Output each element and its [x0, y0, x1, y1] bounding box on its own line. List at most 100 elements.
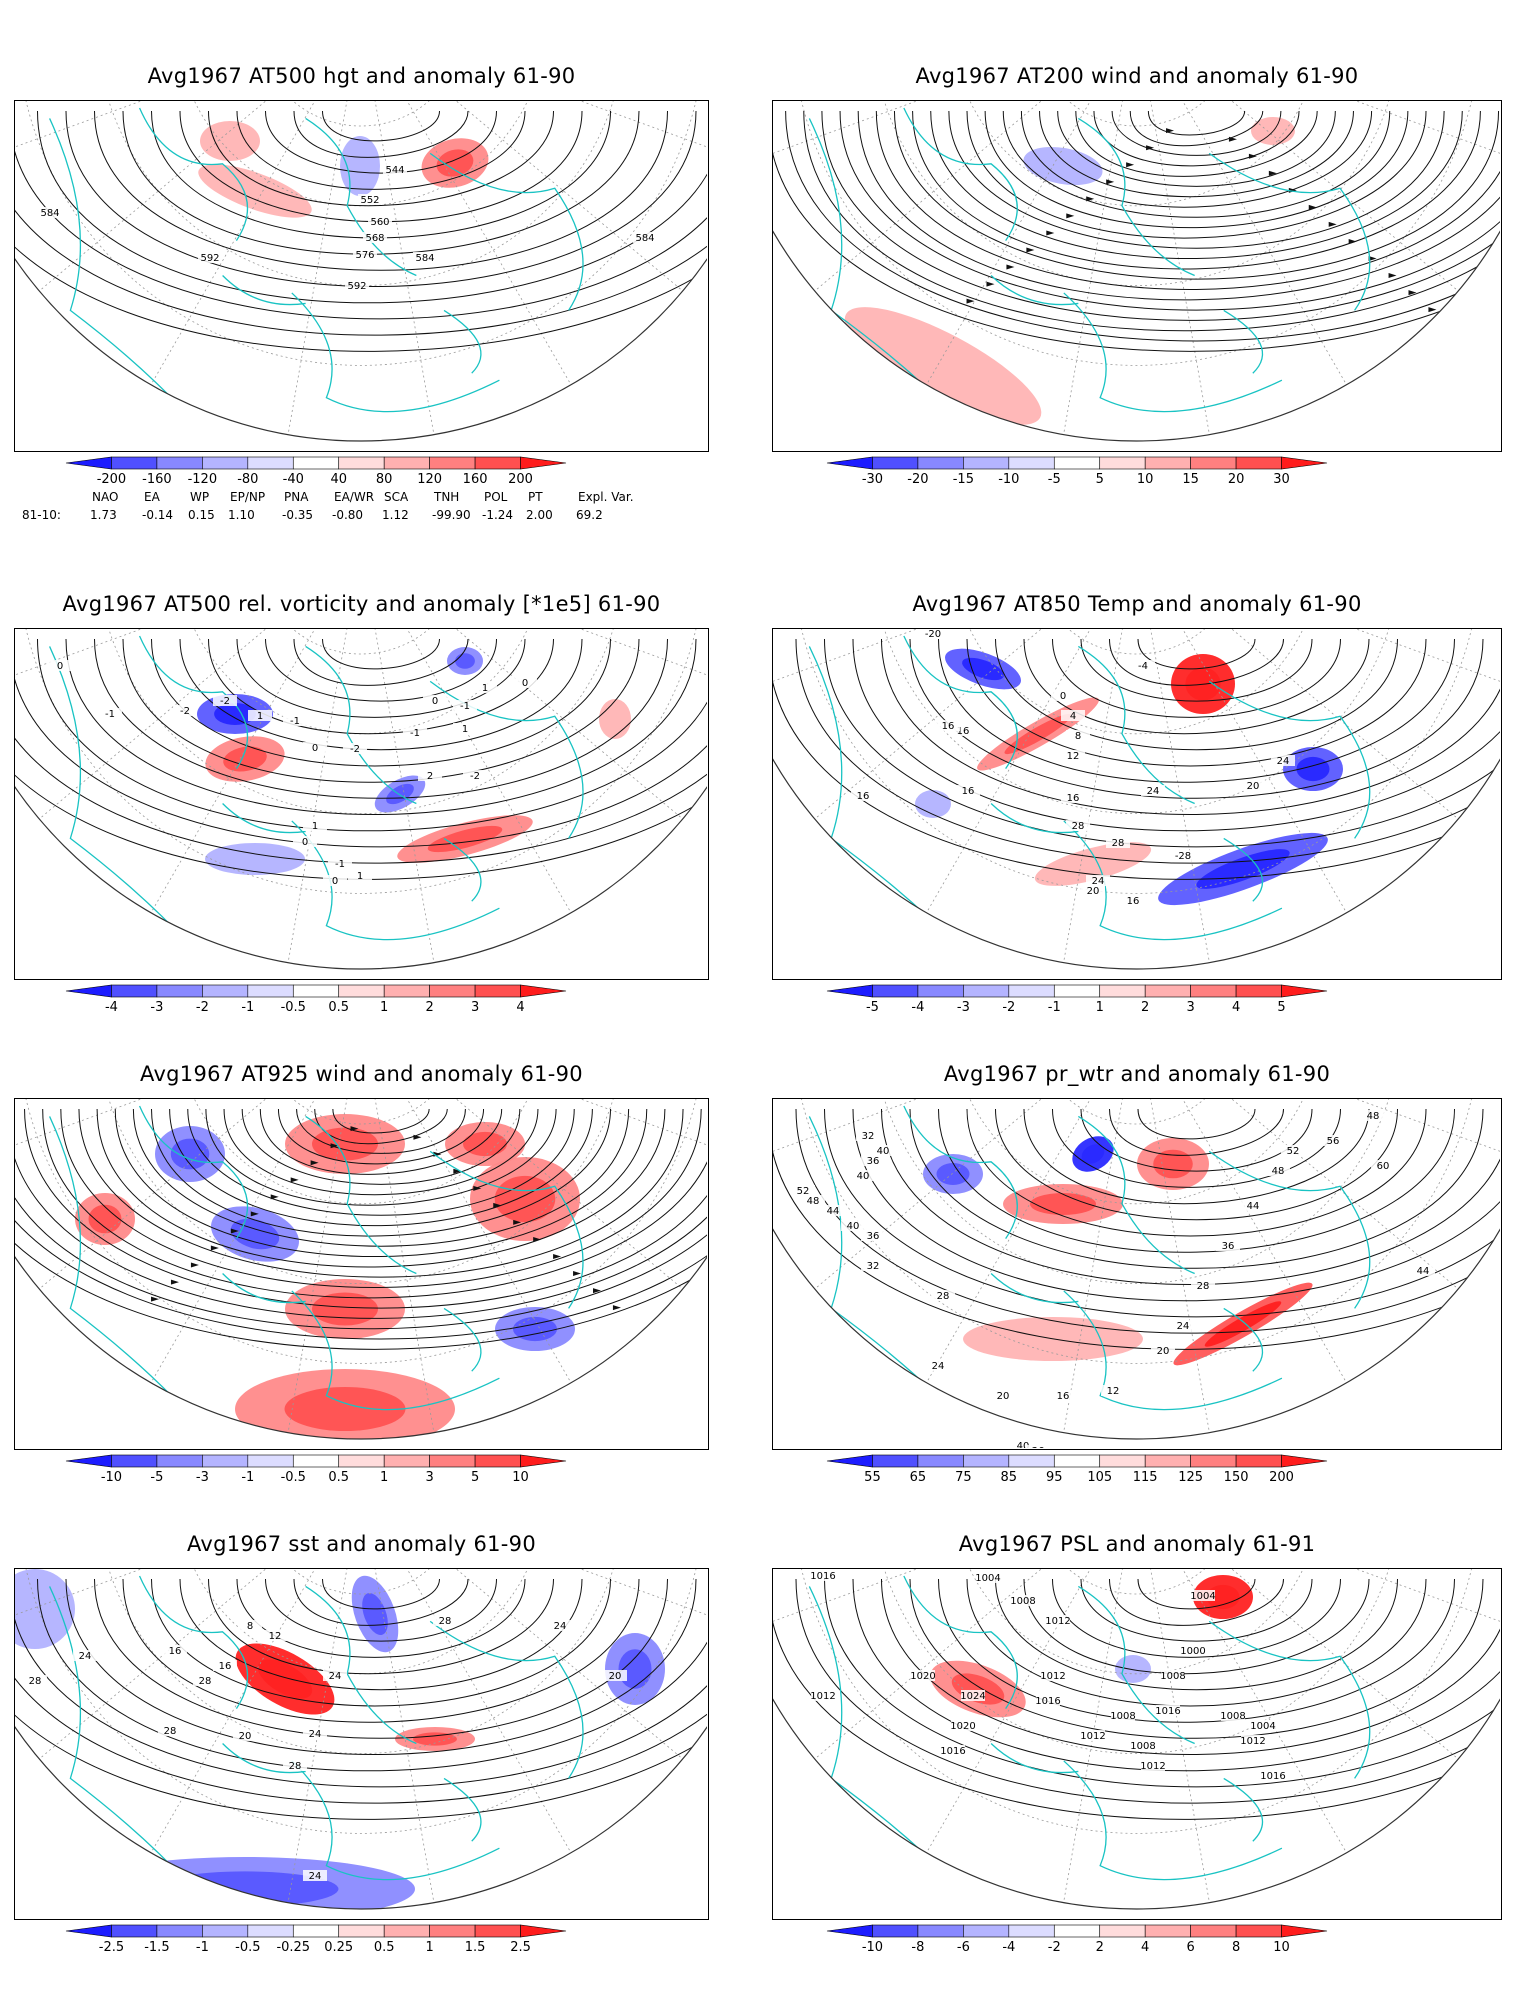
contour-label-bg: [871, 1145, 895, 1156]
contour-line: [930, 110, 1463, 260]
contour-line: [277, 1108, 485, 1165]
contour-label: 24: [309, 1729, 322, 1740]
coastline: [990, 803, 1079, 834]
contour-line: [893, 110, 1500, 280]
colorbar-swatch: [111, 1924, 158, 1938]
colorbar-arrow-right: [1281, 456, 1328, 470]
contour-label: 4: [1070, 711, 1076, 722]
meridian-line: [926, 629, 1137, 913]
colorbar-swatch: [917, 984, 964, 998]
coastline: [1223, 309, 1264, 374]
colorbar-swatch: [292, 1454, 340, 1468]
contour-line: [795, 1578, 1500, 1804]
colorbar-tick-label: -40: [283, 472, 304, 487]
colorbar-tick-label: 115: [1133, 1470, 1158, 1485]
colorbar-tick-label: -1: [196, 1940, 209, 1955]
colorbar-swatch: [202, 456, 249, 470]
contour-label: 24: [329, 1671, 342, 1682]
coastline: [1208, 152, 1371, 311]
contour-line: [15, 110, 707, 352]
contour-label-bg: [403, 727, 427, 738]
contour-line: [773, 1108, 1500, 1350]
anomaly-core: [1030, 1193, 1096, 1215]
streamline-arrow: [1428, 307, 1437, 313]
contour-label: 16: [942, 721, 955, 732]
teleconnection-value: 2.00: [526, 508, 553, 522]
anomaly-core: [427, 825, 503, 853]
contour-line: [94, 638, 668, 799]
anomaly-core: [284, 1387, 406, 1431]
colorbar-swatch: [156, 984, 203, 998]
contour-label: 24: [554, 1621, 567, 1632]
latitude-circle: [951, 629, 1322, 735]
contour-label-bg: [303, 742, 327, 753]
contour-line: [1137, 638, 1256, 670]
streamline-arrow: [1126, 162, 1135, 168]
contour-label: 40: [847, 1221, 860, 1232]
contour-line: [824, 1578, 1500, 1788]
teleconnection-value: -0.14: [142, 508, 174, 522]
panel-title: Avg1967 PSL and anomaly 61-91: [958, 1532, 1316, 1556]
contour-label: 36: [1032, 1446, 1045, 1448]
contour-line: [169, 1108, 593, 1227]
contour-label-bg: [1251, 1720, 1275, 1731]
coastline: [1078, 117, 1195, 277]
contour-line: [96, 1108, 666, 1268]
panel-title: Avg1967 AT925 wind and anomaly 61-90: [140, 1062, 583, 1086]
contour-label: 28: [1197, 1281, 1210, 1292]
contour-line: [881, 638, 1500, 815]
contour-label: 12: [1067, 751, 1080, 762]
contour-label: 1012: [1140, 1761, 1165, 1772]
contour-line: [966, 1578, 1427, 1707]
colorbar-swatch: [917, 1454, 964, 1468]
contour-line: [114, 1108, 648, 1258]
coastline: [1063, 820, 1283, 941]
coastline: [990, 1743, 1079, 1774]
contour-label: 16: [957, 726, 970, 737]
coastlines: [808, 107, 1371, 416]
contour-label-bg: [633, 232, 657, 243]
map-sector: [773, 1569, 1500, 1903]
contour-label: 48: [807, 1196, 820, 1207]
contour-line: [1075, 110, 1318, 177]
colorbar-tick-label: 10: [512, 1470, 529, 1485]
coastline: [429, 1620, 584, 1779]
colorbar-swatch: [429, 1924, 476, 1938]
anomaly-core: [223, 746, 267, 772]
contour-label-bg: [926, 1360, 950, 1371]
colorbar: 55 65 75 85 95 105 115 125 150 200: [817, 1453, 1457, 1485]
contour-label-bg: [1161, 1670, 1185, 1681]
anomaly-core: [936, 1163, 970, 1185]
contour-line: [803, 110, 1500, 332]
colorbar-swatch: [338, 1924, 385, 1938]
colorbar-tick-label: -5: [866, 1000, 879, 1015]
coastline: [49, 118, 189, 416]
colorbar-swatch: [474, 1454, 521, 1468]
streamline-arrow: [986, 281, 995, 287]
streamline-arrow: [1146, 145, 1155, 151]
contour-line: [912, 110, 1481, 270]
contour-label: 1: [312, 821, 318, 832]
contour-line: [236, 638, 526, 718]
meridian-line: [150, 629, 362, 913]
contour-label-bg: [951, 1720, 975, 1731]
contour-label: 1004: [1190, 1591, 1215, 1602]
contour-label: 1020: [950, 1721, 975, 1732]
coastline: [138, 1105, 249, 1239]
contour-label-bg: [345, 280, 369, 291]
contour-line: [94, 110, 668, 271]
colorbar-tick-label: 40: [330, 472, 347, 487]
contour-label: 20: [609, 1671, 622, 1682]
contour-label: 24: [1177, 1321, 1190, 1332]
contour-label: 24: [1092, 876, 1105, 887]
colorbar-tick-label: 2: [425, 1000, 433, 1015]
colorbar: -2.5 -1.5 -1 -0.5 -0.25 0.25 0.5 1 1.5 2.5: [56, 1923, 696, 1955]
map-canvas: [773, 101, 1500, 442]
contour-label: 32: [862, 1131, 875, 1142]
contour-label-bg: [213, 695, 237, 706]
contour-line: [65, 110, 697, 287]
colorbar-tick-label: 1: [425, 1940, 433, 1955]
teleconnection-header: WP: [190, 490, 210, 504]
contour-line: [265, 1578, 497, 1642]
hemisphere-edge: [773, 1228, 1500, 1440]
